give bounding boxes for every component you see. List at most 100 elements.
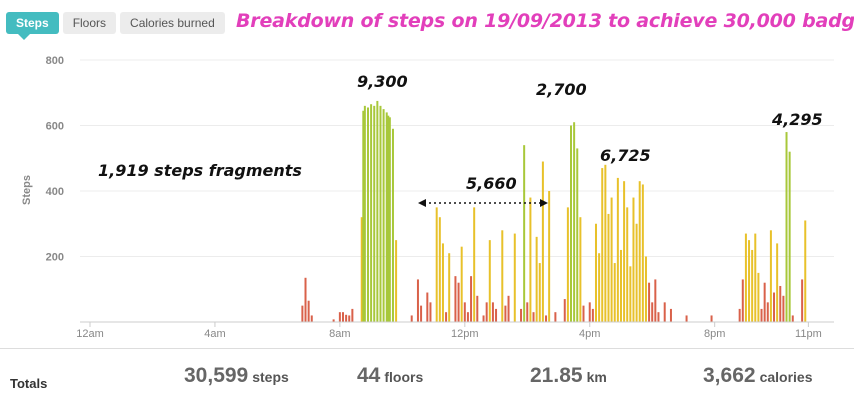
bar xyxy=(598,253,600,322)
total-calories-value: 3,662 xyxy=(703,364,756,387)
steps-bar-chart: 200400600800 Steps 12am 4am 8am 12pm 4pm 8pm 1… xyxy=(0,0,854,345)
bar xyxy=(670,309,672,322)
bar xyxy=(429,302,431,322)
total-floors-value: 44 xyxy=(357,364,380,387)
bar xyxy=(442,243,444,322)
range-arrow xyxy=(418,199,548,207)
bar xyxy=(601,168,603,322)
bar xyxy=(454,276,456,322)
x-axis-ticks: 12am 4am 8am 12pm 4pm 8pm 11pm xyxy=(76,322,822,340)
bar xyxy=(495,309,497,322)
bar xyxy=(411,315,413,322)
bar xyxy=(620,250,622,322)
bar xyxy=(564,299,566,322)
bar xyxy=(489,240,491,322)
bar xyxy=(642,184,644,322)
bar xyxy=(539,263,541,322)
bar xyxy=(483,315,485,322)
bar xyxy=(305,278,307,322)
total-floors-unit: floors xyxy=(384,369,423,385)
y-tick-label: 200 xyxy=(46,252,64,264)
bar xyxy=(761,309,763,322)
bar xyxy=(595,224,597,322)
annotation-evening: 4,295 xyxy=(771,110,823,129)
x-tick-label: 4pm xyxy=(579,328,600,340)
annotation-afternoon-peak: 2,700 xyxy=(536,80,587,99)
bar xyxy=(486,302,488,322)
bar xyxy=(582,306,584,322)
bar xyxy=(467,312,469,322)
bar xyxy=(573,122,575,322)
bar xyxy=(342,312,344,322)
bar xyxy=(764,283,766,322)
x-tick-label: 11pm xyxy=(795,328,822,340)
bar xyxy=(786,132,788,322)
bar xyxy=(767,302,769,322)
bar xyxy=(770,230,772,322)
total-distance-value: 21.85 xyxy=(530,364,583,387)
bar xyxy=(804,220,806,322)
bar xyxy=(754,234,756,322)
bar xyxy=(458,283,460,322)
bar xyxy=(629,266,631,322)
bar xyxy=(520,309,522,322)
bar xyxy=(504,306,506,322)
total-floors: 44 floors xyxy=(357,364,423,388)
bar xyxy=(445,312,447,322)
x-tick-label: 12pm xyxy=(451,328,479,340)
bar xyxy=(745,234,747,322)
bar xyxy=(617,178,619,322)
bar xyxy=(545,315,547,322)
y-tick-label: 400 xyxy=(46,186,64,198)
bar xyxy=(657,312,659,322)
bar xyxy=(711,315,713,322)
bar xyxy=(373,106,375,322)
bar xyxy=(567,207,569,322)
bar xyxy=(742,279,744,322)
bar xyxy=(548,191,550,322)
bar xyxy=(626,207,628,322)
bar xyxy=(514,234,516,322)
x-tick-label: 4am xyxy=(204,328,225,340)
total-distance: 21.85 km xyxy=(530,364,607,388)
bar xyxy=(526,302,528,322)
bar xyxy=(370,104,372,322)
bar xyxy=(614,263,616,322)
bar xyxy=(311,315,313,322)
y-tick-label: 800 xyxy=(46,55,64,67)
bar xyxy=(639,181,641,322)
bar xyxy=(308,301,310,322)
bar xyxy=(492,302,494,322)
bar xyxy=(364,106,366,322)
bars xyxy=(301,101,806,322)
bar xyxy=(464,302,466,322)
bar xyxy=(664,302,666,322)
bar xyxy=(739,309,741,322)
x-tick-label: 12am xyxy=(76,328,104,340)
bar xyxy=(376,101,378,322)
bar xyxy=(470,276,472,322)
bar xyxy=(570,126,572,323)
bar xyxy=(757,273,759,322)
bar xyxy=(623,181,625,322)
bar xyxy=(420,306,422,322)
bar xyxy=(301,306,303,322)
bar xyxy=(473,207,475,322)
bar xyxy=(604,165,606,322)
bar xyxy=(367,107,369,322)
bar xyxy=(351,309,353,322)
bar xyxy=(501,230,503,322)
bar xyxy=(611,198,613,322)
bar xyxy=(779,286,781,322)
bar xyxy=(651,302,653,322)
bar xyxy=(345,315,347,322)
bar xyxy=(801,279,803,322)
bar xyxy=(436,207,438,322)
annotation-fragments: 1,919 steps fragments xyxy=(98,161,302,180)
bar xyxy=(426,293,428,322)
bar xyxy=(536,237,538,322)
total-steps-unit: steps xyxy=(252,369,289,385)
bar xyxy=(607,214,609,322)
bar xyxy=(686,315,688,322)
bar xyxy=(508,296,510,322)
